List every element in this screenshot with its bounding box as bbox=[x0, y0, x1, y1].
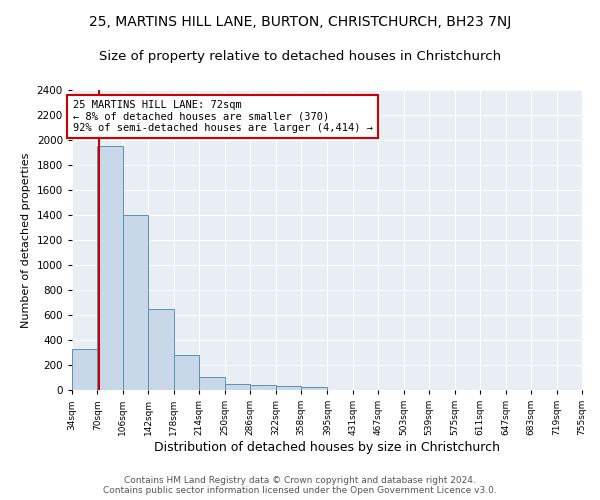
Bar bbox=[250, 385, 276, 390]
Y-axis label: Number of detached properties: Number of detached properties bbox=[21, 152, 31, 328]
Bar bbox=[174, 355, 199, 390]
Bar bbox=[301, 387, 326, 390]
Text: 25 MARTINS HILL LANE: 72sqm
← 8% of detached houses are smaller (370)
92% of sem: 25 MARTINS HILL LANE: 72sqm ← 8% of deta… bbox=[73, 100, 373, 133]
Bar bbox=[72, 350, 97, 390]
X-axis label: Distribution of detached houses by size in Christchurch: Distribution of detached houses by size … bbox=[154, 441, 500, 454]
Bar bbox=[148, 308, 174, 390]
Bar bbox=[97, 146, 123, 390]
Bar bbox=[225, 384, 250, 390]
Text: Size of property relative to detached houses in Christchurch: Size of property relative to detached ho… bbox=[99, 50, 501, 63]
Bar bbox=[276, 386, 301, 390]
Text: 25, MARTINS HILL LANE, BURTON, CHRISTCHURCH, BH23 7NJ: 25, MARTINS HILL LANE, BURTON, CHRISTCHU… bbox=[89, 15, 511, 29]
Text: Contains HM Land Registry data © Crown copyright and database right 2024.
Contai: Contains HM Land Registry data © Crown c… bbox=[103, 476, 497, 495]
Bar bbox=[199, 377, 225, 390]
Bar bbox=[123, 215, 148, 390]
